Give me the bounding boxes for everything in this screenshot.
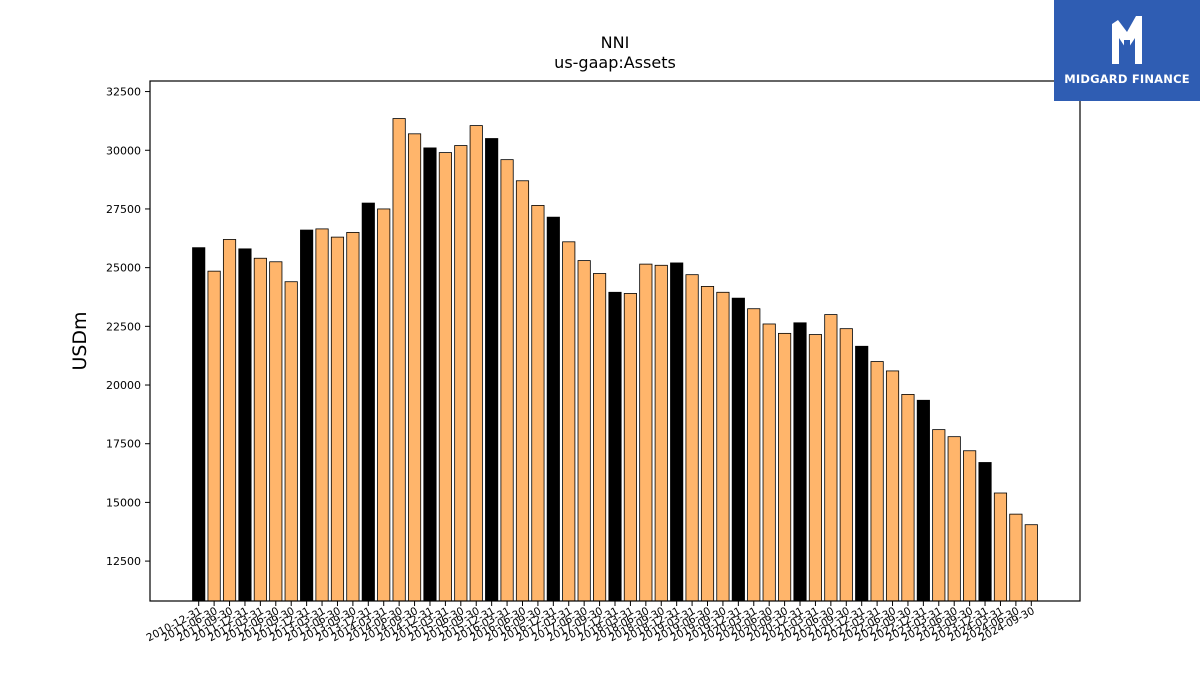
bar-2012-03-31: [253, 257, 267, 602]
bar-2016-09-30: [531, 205, 545, 602]
bar-2018-06-30: [639, 263, 653, 602]
bars-group: [192, 118, 1038, 602]
bar-2016-03-31: [500, 159, 514, 602]
bar-2011-12-31: [238, 248, 252, 602]
bar-2013-03-31: [315, 228, 329, 602]
bar-2021-12-31: [855, 345, 869, 602]
bar-2019-03-31: [685, 274, 699, 602]
bar-2024-09-30: [1024, 524, 1038, 602]
bar-2015-12-31: [485, 138, 499, 602]
bar-2017-03-31: [562, 241, 576, 602]
bar-2017-09-30: [593, 273, 607, 602]
bar-2024-03-31: [993, 492, 1008, 602]
chart-subtitle: us-gaap:Assets: [554, 53, 676, 72]
bar-2018-03-31: [623, 293, 637, 602]
bar-2021-06-30: [824, 314, 838, 602]
bar-2018-12-31: [670, 262, 684, 602]
bar-2023-06-30: [947, 436, 961, 602]
y-tick-label: 12500: [106, 555, 141, 568]
y-tick-label: 30000: [106, 144, 141, 157]
bar-2014-06-30: [392, 118, 406, 602]
bar-2019-09-30: [716, 291, 730, 602]
bar-2024-06-30: [1009, 513, 1023, 602]
bar-2021-03-31: [808, 334, 823, 602]
bar-2012-09-30: [284, 281, 298, 602]
bar-2010-12-31: [192, 247, 206, 602]
bar-2014-09-30: [407, 133, 422, 602]
plot-frame: [149, 80, 1081, 602]
bar-2020-03-31: [747, 308, 761, 602]
y-tick-label: 25000: [106, 262, 141, 275]
bar-2020-06-30: [762, 323, 776, 602]
bar-2016-12-31: [546, 216, 560, 602]
chart-title: NNI: [601, 33, 630, 52]
bar-2013-09-30: [346, 232, 360, 602]
bar-2015-03-31: [438, 152, 452, 602]
bar-2022-06-30: [885, 370, 900, 602]
bar-2014-12-31: [423, 147, 437, 602]
bar-2012-12-31: [300, 229, 314, 602]
y-tick-label: 20000: [106, 379, 141, 392]
midgard-logo-icon: [1112, 16, 1142, 64]
y-tick-label: 17500: [106, 438, 141, 451]
bar-2015-06-30: [454, 145, 468, 602]
y-tick-label: 15000: [106, 496, 141, 509]
bar-2022-03-31: [870, 361, 884, 602]
bar-2020-09-30: [778, 332, 792, 602]
bar-2018-09-30: [654, 264, 668, 602]
bar-2017-06-30: [577, 260, 591, 602]
bar-2023-03-31: [932, 429, 946, 602]
bar-2016-06-30: [515, 180, 530, 602]
bar-2019-06-30: [700, 286, 715, 602]
x-axis: 2010-12-312011-06-302011-09-302011-12-31…: [145, 601, 1037, 644]
brand-logo: MIDGARD FINANCE: [1054, 0, 1200, 101]
brand-name: MIDGARD FINANCE: [1064, 72, 1190, 86]
bar-2021-09-30: [839, 328, 853, 602]
bar-2023-09-30: [963, 450, 977, 602]
bar-2014-03-31: [377, 208, 391, 602]
bar-2013-12-31: [361, 202, 375, 602]
bar-2019-12-31: [731, 297, 745, 602]
bar-2023-12-31: [978, 462, 992, 602]
bar-2022-09-30: [901, 394, 915, 602]
bar-2012-06-30: [269, 261, 283, 602]
bar-2017-12-31: [608, 291, 622, 602]
y-tick-label: 27500: [106, 203, 141, 216]
y-tick-label: 32500: [106, 86, 141, 99]
y-axis-label: USDm: [69, 311, 91, 370]
bar-2011-09-30: [222, 239, 237, 602]
y-axis: 12500 15000 17500 20000 22500 25000 27500 30000…: [106, 86, 150, 568]
bar-2020-12-31: [793, 322, 807, 602]
bar-2015-09-30: [469, 125, 483, 602]
y-tick-label: 22500: [106, 320, 141, 333]
bar-2013-06-30: [330, 236, 345, 602]
bar-2011-06-30: [207, 270, 221, 602]
bar-2022-12-31: [916, 399, 930, 602]
